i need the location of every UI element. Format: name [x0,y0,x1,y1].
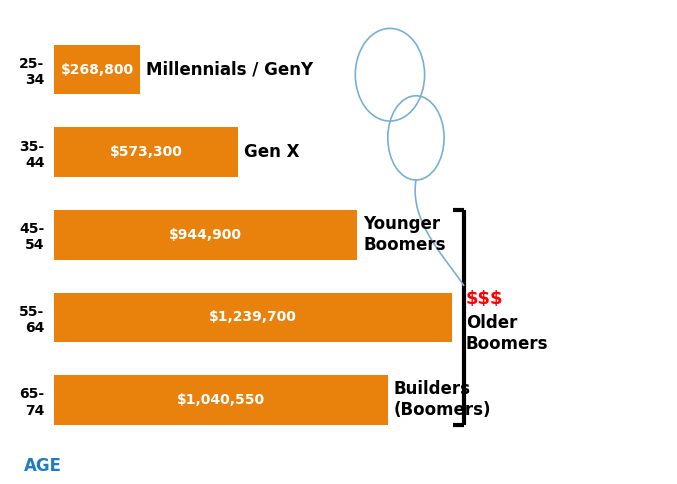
Text: $268,800: $268,800 [61,62,134,76]
Text: Millennials / GenY: Millennials / GenY [146,60,313,78]
Text: $944,900: $944,900 [169,228,242,242]
Text: AGE: AGE [24,456,62,474]
Text: $1,239,700: $1,239,700 [209,310,297,324]
Bar [54,127,238,177]
Text: Older
Boomers: Older Boomers [466,315,548,353]
Bar [54,292,452,342]
Text: Builders
(Boomers): Builders (Boomers) [394,380,492,419]
Bar [54,210,357,259]
Text: Younger
Boomers: Younger Boomers [363,215,445,254]
Text: $573,300: $573,300 [110,145,183,159]
Text: Gen X: Gen X [244,143,299,161]
Text: $$$: $$$ [466,290,503,308]
Text: $1,040,550: $1,040,550 [177,393,265,407]
Bar [54,375,388,424]
Bar [54,45,140,94]
